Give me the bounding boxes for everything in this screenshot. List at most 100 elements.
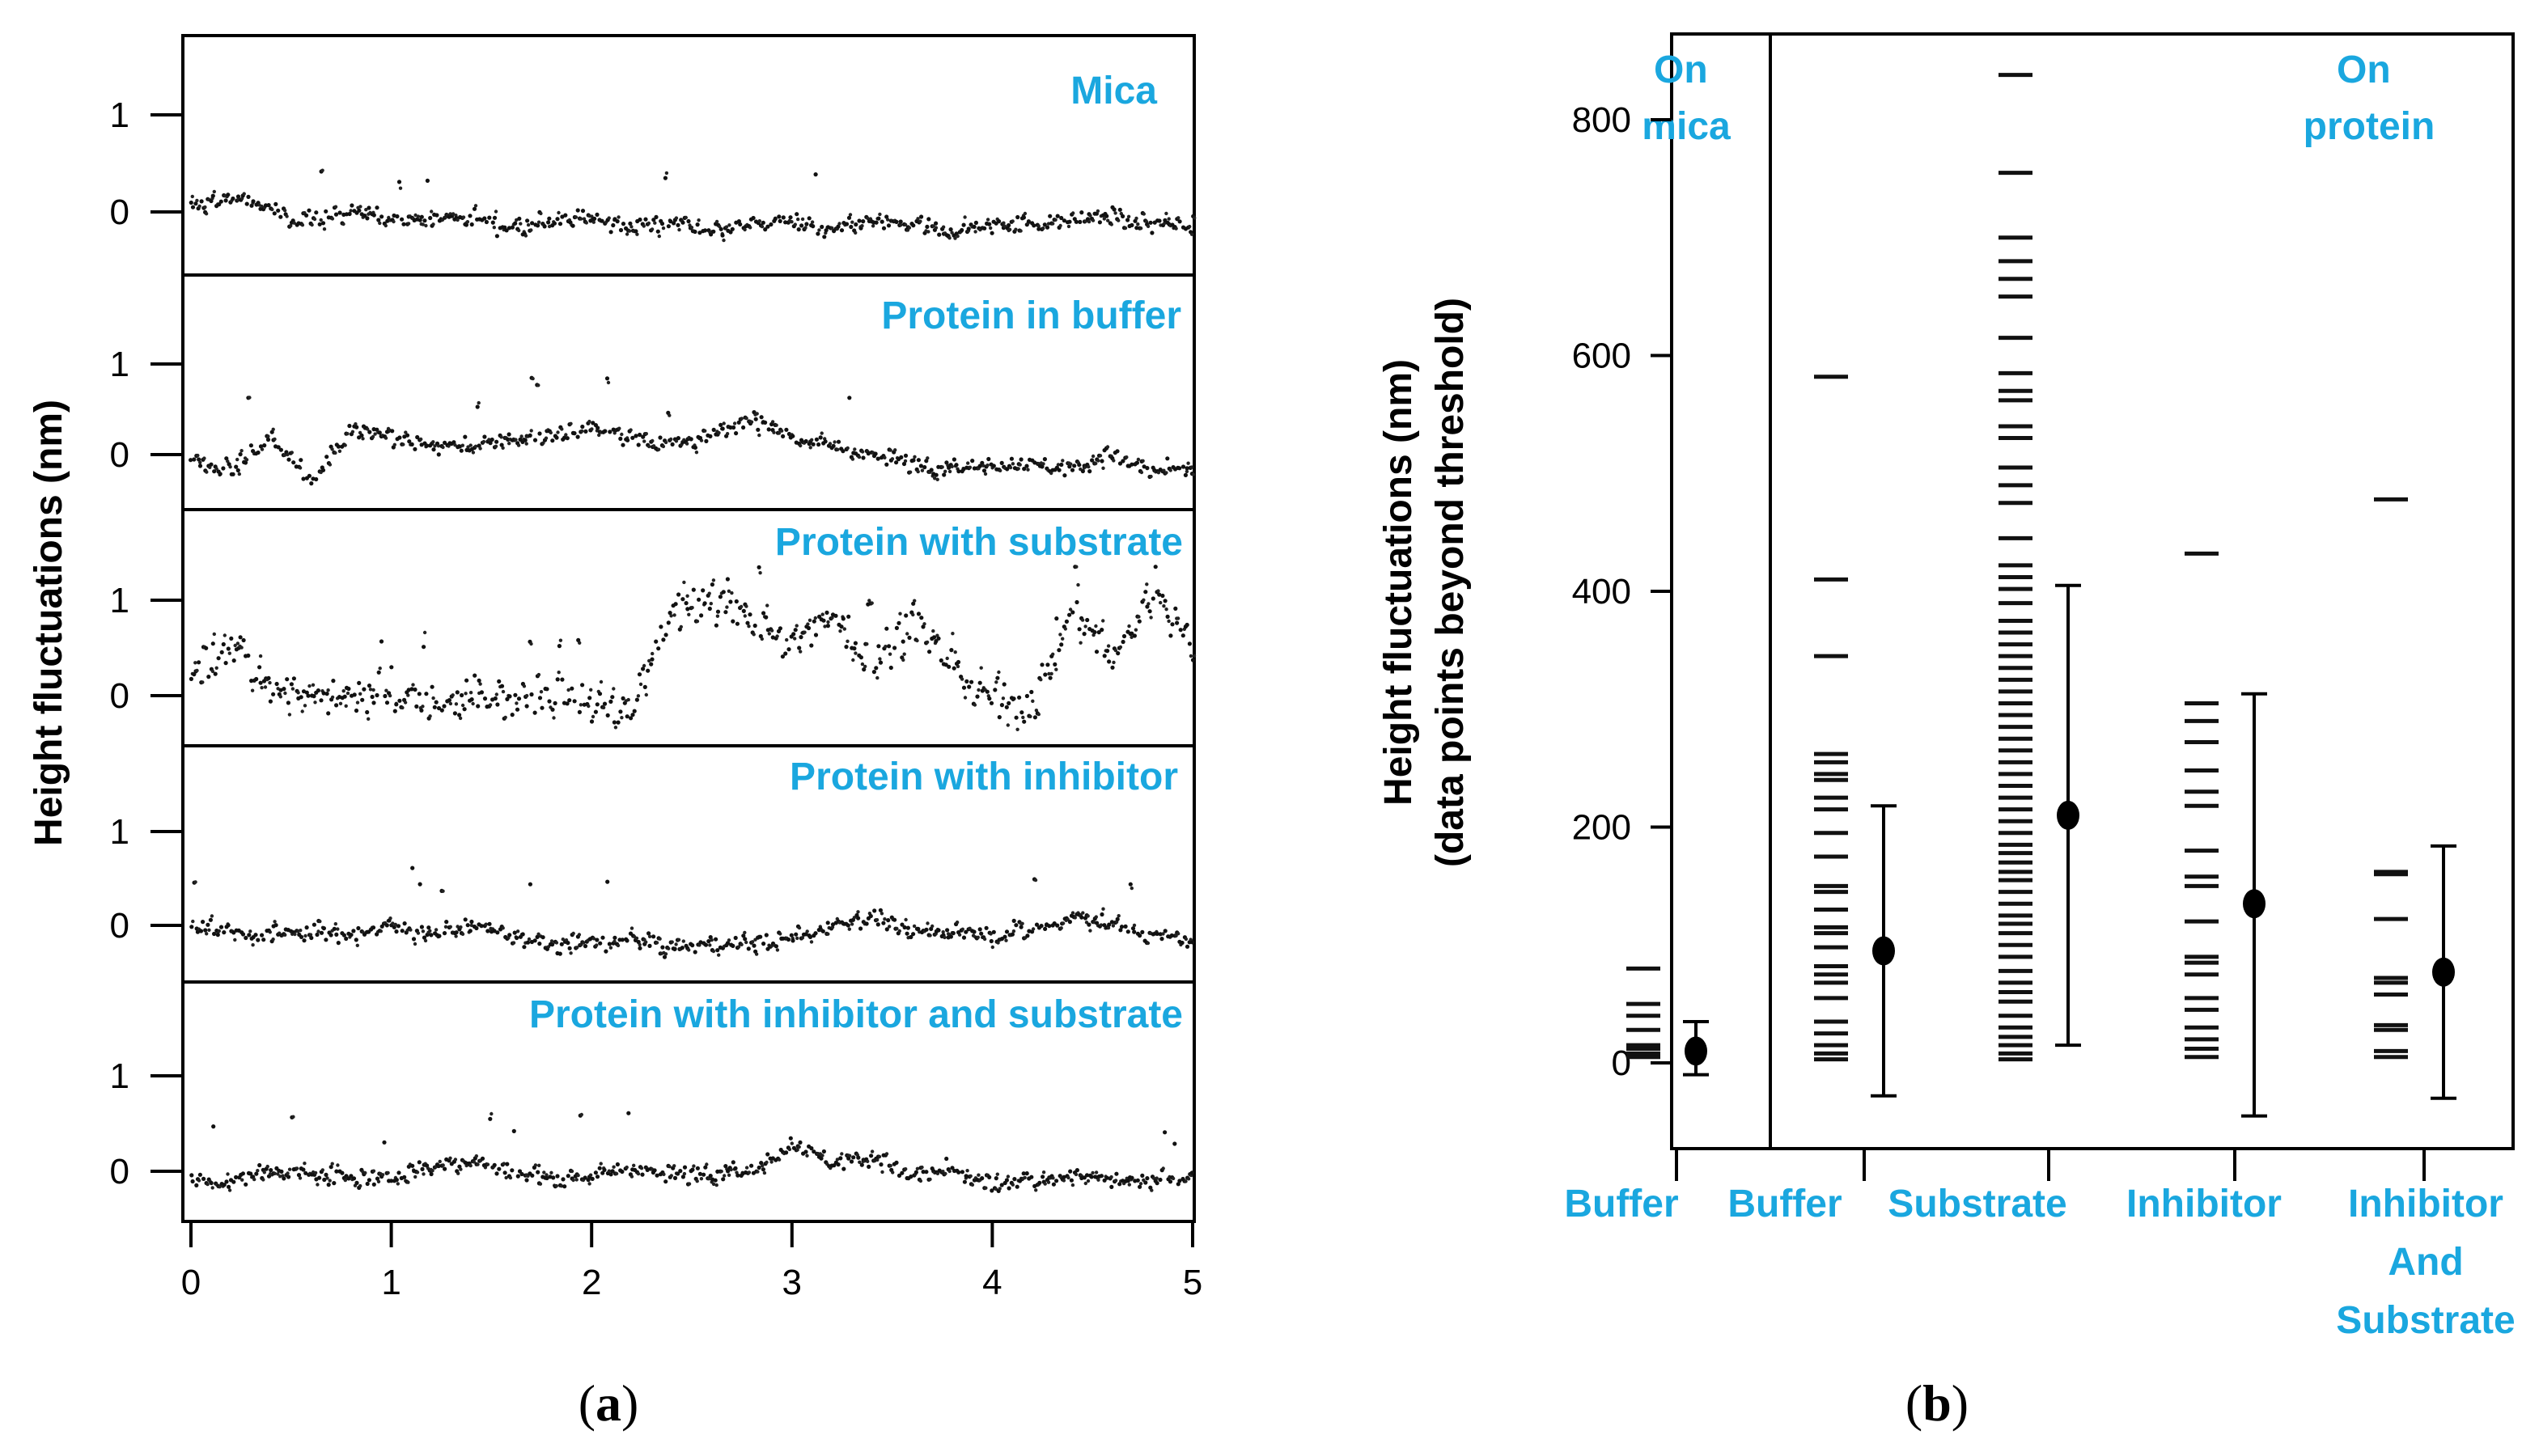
data-point — [805, 929, 809, 933]
data-point — [554, 435, 559, 440]
data-point — [757, 219, 761, 223]
data-point — [983, 472, 988, 476]
data-point — [875, 1158, 880, 1162]
data-point — [1062, 1175, 1066, 1179]
data-point — [939, 658, 943, 663]
data-point — [872, 908, 877, 913]
data-point — [660, 945, 665, 950]
data-point — [591, 937, 596, 941]
data-point — [1125, 455, 1129, 459]
data-point — [1077, 627, 1082, 632]
data-point — [268, 930, 272, 934]
data-point — [442, 704, 447, 709]
data-point — [235, 641, 240, 645]
data-point — [515, 701, 519, 705]
data-point — [963, 215, 967, 219]
data-point — [680, 946, 685, 950]
data-point — [1057, 468, 1062, 472]
data-point — [970, 1183, 975, 1187]
data-point — [239, 645, 244, 650]
data-point — [454, 934, 458, 938]
data-point — [1059, 215, 1064, 221]
data-point — [1189, 232, 1194, 236]
data-point — [235, 468, 240, 473]
data-point — [795, 212, 799, 217]
data-point — [285, 214, 289, 218]
data-point — [243, 460, 248, 465]
data-point — [684, 601, 689, 606]
data-point — [1121, 633, 1127, 639]
panel-a-y-axis-label: Height fluctuations (nm) — [28, 400, 70, 846]
data-point — [856, 916, 861, 921]
data-point — [913, 599, 917, 603]
data-point — [278, 695, 282, 699]
data-point — [321, 926, 326, 931]
data-point — [550, 707, 555, 712]
data-point — [251, 199, 256, 204]
data-point — [762, 1170, 767, 1175]
data-point — [333, 205, 338, 209]
data-point — [218, 1185, 222, 1189]
data-point — [948, 227, 953, 232]
data-point — [734, 431, 739, 436]
data-point — [524, 1178, 529, 1183]
data-point — [750, 940, 755, 944]
data-point — [1057, 648, 1062, 653]
data-point — [436, 705, 442, 711]
data-point — [604, 949, 608, 954]
data-point — [316, 688, 320, 693]
data-point — [1180, 940, 1185, 946]
data-point — [198, 929, 204, 933]
data-point — [618, 709, 623, 714]
data-point — [794, 932, 799, 937]
data-point — [482, 696, 488, 701]
data-point — [190, 205, 196, 210]
data-point — [888, 665, 893, 671]
data-point — [632, 709, 637, 713]
data-point — [1056, 463, 1061, 467]
data-point — [849, 224, 854, 230]
data-point — [1159, 937, 1164, 942]
data-point — [603, 429, 608, 434]
data-point — [1184, 1179, 1188, 1183]
data-point — [349, 933, 354, 938]
data-point — [1058, 633, 1062, 637]
data-point — [431, 447, 436, 452]
data-point — [511, 941, 516, 945]
data-point — [469, 222, 474, 227]
data-point — [1156, 471, 1161, 475]
data-point — [925, 224, 930, 229]
data-point — [376, 1179, 381, 1184]
data-point — [1135, 1178, 1140, 1183]
mean-marker — [1685, 1036, 1707, 1066]
data-point — [571, 1178, 575, 1183]
data-point — [1007, 1186, 1011, 1191]
data-point — [597, 1166, 602, 1170]
data-point — [1026, 468, 1030, 472]
data-point — [676, 938, 681, 942]
data-point — [1146, 941, 1151, 946]
data-point — [189, 676, 193, 682]
data-point — [784, 427, 789, 432]
data-point — [1137, 619, 1142, 624]
data-point — [956, 234, 960, 239]
data-point — [268, 680, 272, 685]
data-point — [542, 1170, 546, 1175]
data-point — [472, 206, 477, 211]
data-point — [475, 404, 480, 409]
data-point — [195, 929, 200, 934]
data-point — [244, 458, 249, 462]
data-point — [726, 1169, 731, 1174]
data-point — [697, 231, 702, 235]
data-point — [963, 696, 968, 700]
data-point — [721, 1177, 726, 1182]
data-point — [892, 917, 897, 922]
data-point — [346, 686, 351, 692]
subplot-protein-with-inhibitor: Protein with inhibitor — [181, 744, 1196, 984]
data-point — [788, 1136, 793, 1141]
data-point — [720, 426, 725, 431]
data-point — [389, 1179, 394, 1183]
data-point — [1070, 610, 1075, 615]
data-point — [703, 942, 709, 947]
mean-marker — [2243, 889, 2266, 919]
